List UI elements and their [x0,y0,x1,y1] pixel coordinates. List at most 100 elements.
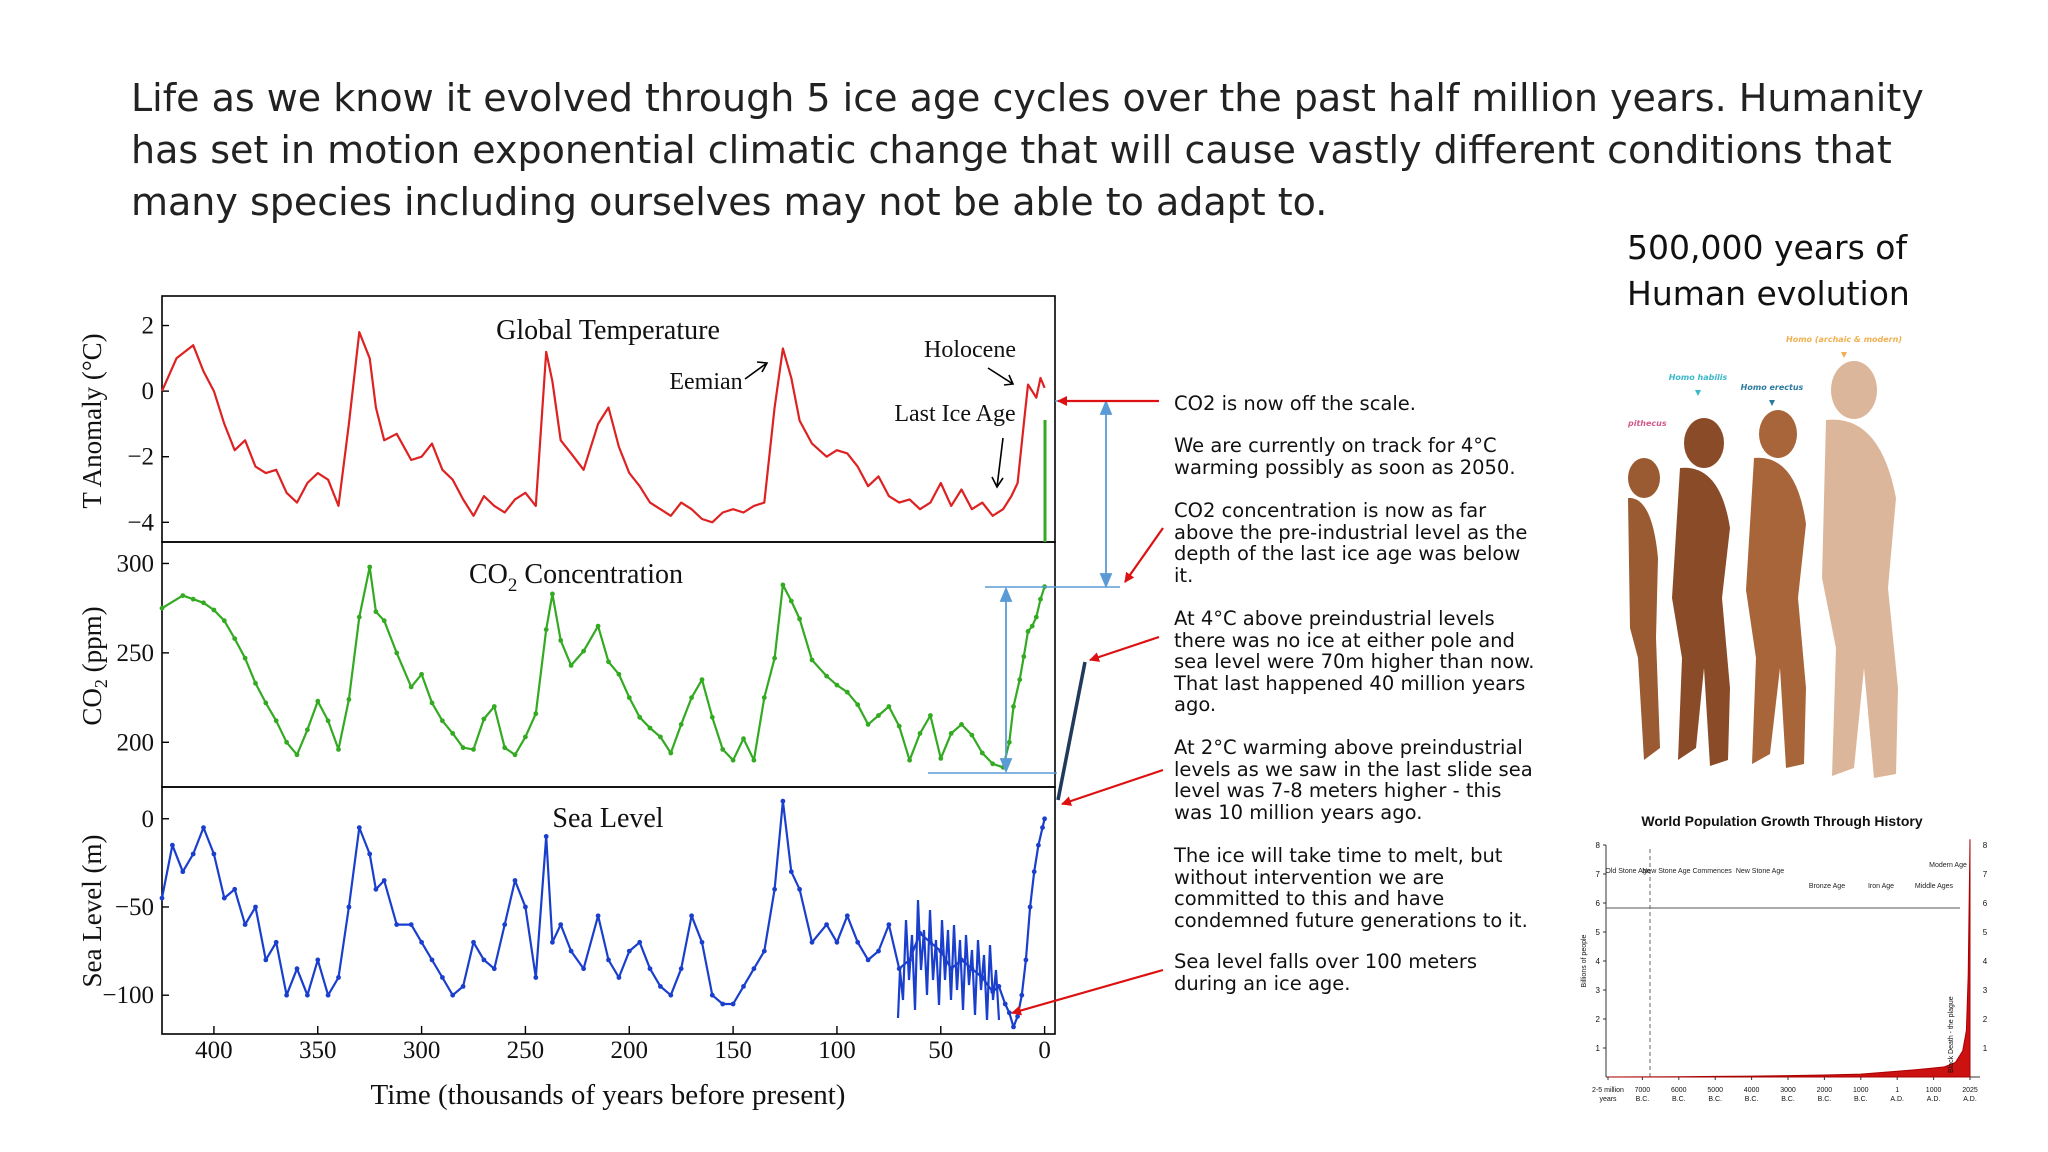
sea-level-data-point [772,886,777,892]
co2-data-point [558,638,564,643]
sea-level-data-point [253,904,258,910]
sea-level-y-axis-label: Sea Level (m) [77,835,107,988]
sea-level-data-point [1002,1001,1008,1007]
co2-data-point [709,714,715,720]
population-chart: World Population Growth Through History … [1581,813,1988,1103]
sea-level-data-point [558,922,564,927]
co2-y-tick-label: 250 [117,640,155,667]
temperature-y-tick-label: 2 [142,313,155,340]
note-line: At 2°C warming above preindustrial [1174,736,1523,759]
sea-level-data-point [761,948,767,954]
sea-level-data-point [408,922,414,927]
population-y-tick-label: 7 [1596,870,1601,879]
note-line: levels as we saw in the last slide sea [1174,757,1533,781]
sea-level-data-point [730,1001,736,1007]
co2-y-tick-label: 300 [117,550,155,577]
temperature-y-tick-label: 0 [142,378,155,405]
co2-data-point [741,736,746,742]
temperature-y-ticks: 2 0 −2 −4 [127,313,169,536]
co2-data-point [668,750,674,756]
co2-data-point [367,564,373,570]
population-y-tick-label: 2 [1596,1015,1601,1024]
sea-level-data-point [1006,1010,1012,1016]
sea-level-data-point [221,895,227,901]
co2-data-point [346,697,352,702]
population-chart-title: World Population Growth Through History [1641,813,1922,829]
sea-level-data-point [824,922,829,927]
sea-level-panel-title: Sea Level [552,803,663,834]
annotation-holocene: Holocene [924,337,1016,363]
co2-data-point [886,704,892,709]
population-right-tick-label: 3 [1983,986,1988,995]
temperature-y-tick-label: −4 [127,509,154,536]
population-x-ticks: 2-5 million years 7000 B.C. 6000 B.C. 5000 B.C.… [1592,1077,1978,1103]
co2-data-point [550,591,555,597]
time-axis-tick-label: 350 [299,1037,337,1064]
population-x-tick-sublabel: A.D. [1963,1096,1977,1103]
sea-level-data-point [170,842,175,848]
co2-data-point [481,716,487,722]
climate-chart: Global Temperature 2 0 −2 −4 T Anomaly (°C)… [77,295,1120,1111]
arrow-4c-warming [1089,635,1160,662]
sea-level-data-point [481,957,487,963]
co2-data-point [865,722,871,727]
population-x-tick-sublabel: B.C. [1745,1096,1759,1103]
co2-data-point [263,700,269,706]
sea-level-data-point [689,913,694,919]
co2-data-point [533,711,539,717]
co2-data-point [419,671,424,677]
co2-data-point [211,607,217,613]
sea-level-data-point [865,957,871,963]
sea-level-data-point [780,798,786,804]
note-ice-melt: The ice will take time to melt, but with… [1174,845,1574,931]
sea-level-data-point [190,851,196,857]
co2-data-point [1017,677,1023,683]
sea-level-data-point [720,1001,726,1007]
sea-level-data-point [460,984,466,989]
co2-data-point [1033,614,1039,620]
sea-level-data-point [336,975,341,980]
co2-data-point [201,600,206,606]
sea-level-data-point [491,966,497,972]
population-y-tick-label: 8 [1596,841,1601,850]
population-left-y-ticks: 1 2 3 4 5 6 7 8 [1596,841,1606,1053]
co2-data-point [606,659,611,665]
sea-level-data-point [242,922,248,927]
sea-level-data-point [1019,992,1025,998]
co2-data-point [678,722,684,727]
co2-data-point [907,757,912,763]
population-y-tick-label: 6 [1596,899,1601,908]
co2-y-tick-label: 200 [117,729,155,756]
co2-data-point [797,616,802,622]
sea-level-data-point [315,957,321,963]
sea-level-data-point [616,975,622,980]
sea-level-data-point [1036,842,1041,848]
co2-data-point [190,596,196,602]
co2-data-point [780,582,786,588]
evolution-title-line: Human evolution [1627,274,1910,313]
double-arrow-upper [1099,399,1113,589]
overlay-annotations [928,399,1120,801]
population-x-tick-label: 1000 [1926,1087,1942,1094]
population-x-tick-label: 4000 [1744,1087,1760,1094]
note-line: CO2 concentration is now as far [1174,499,1487,522]
sea-level-data-point [1023,957,1029,963]
co2-data-point [959,722,964,727]
co2-data-point [440,718,445,724]
note-line: We are currently on track for 4°C [1174,434,1497,457]
population-x-tick-sublabel: B.C. [1781,1096,1795,1103]
sea-level-data-point [595,913,601,919]
co2-data-point [1011,704,1016,709]
co2-data-point [1006,739,1012,745]
time-axis-tick-label: 200 [611,1037,649,1064]
population-area [1607,839,1971,1078]
arrow-2c-warming [1061,768,1164,806]
population-era-label: New Stone Age Commences [1642,868,1732,875]
sea-level-data-point [512,878,518,883]
co2-data-point [772,655,777,661]
time-axis-tick-label: 0 [1038,1037,1051,1064]
arrow-sea-level-low [1011,968,1164,1016]
population-x-tick-label: 1000 [1853,1087,1869,1094]
co2-data-point [356,614,362,620]
population-x-tick-label: 5000 [1707,1087,1723,1094]
